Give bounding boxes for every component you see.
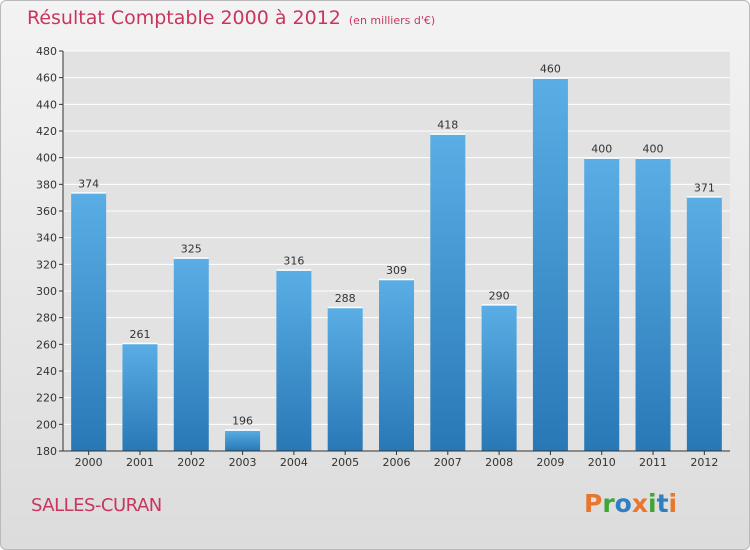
bar [532,77,568,452]
x-tick-label: 2005 [331,456,359,469]
x-tick-label: 2010 [588,456,616,469]
value-label: 460 [540,63,561,76]
bar [276,269,312,451]
bars [71,77,722,452]
x-tick-label: 2009 [536,456,564,469]
y-axis-labels: 180 200 220 240 260 280 300 320 340 360 380 400 420 4… [36,45,57,458]
y-tick-label: 400 [36,152,57,165]
chart-subtitle: (en milliers d'€) [348,14,436,27]
x-tick-label: 2011 [639,456,667,469]
bar [379,279,414,451]
logo-letter: i [668,489,678,518]
chart-title: Résultat Comptable 2000 à 2012 (en millie… [27,7,435,29]
bar [635,157,671,451]
y-tick-label: 180 [36,445,57,458]
value-label: 309 [386,264,407,277]
value-label: 325 [181,243,202,256]
bar [173,257,209,451]
x-tick-label: 2002 [177,456,205,469]
x-tick-label: 2001 [126,456,154,469]
y-tick-label: 300 [36,285,57,298]
bar [481,304,517,451]
x-tick-label: 2004 [280,456,308,469]
y-tick-label: 440 [36,98,57,111]
x-tick-label: 2007 [434,456,462,469]
value-labels: 374 261 325 196 316 288 309 418 290 460 400 400 371 [78,63,715,428]
y-tick-label: 320 [36,258,57,271]
y-tick-label: 280 [36,312,57,325]
value-label: 374 [78,177,99,190]
bar [584,157,620,451]
value-label: 371 [694,181,715,194]
x-tick-label: 2003 [229,456,257,469]
y-tick-label: 240 [36,365,57,378]
value-label: 196 [232,415,253,428]
value-label: 400 [591,143,612,156]
bar [430,133,466,451]
logo-letter: o [614,489,632,518]
logo-letter: x [631,489,648,518]
y-tick-label: 220 [36,392,57,405]
value-label: 288 [335,292,356,305]
y-tick-label: 380 [36,178,57,191]
proxiti-logo: Proxiti [584,489,677,518]
logo-letter: r [602,489,615,518]
value-label: 316 [283,255,304,268]
value-label: 418 [437,119,458,132]
y-tick-label: 340 [36,232,57,245]
x-tick-label: 2008 [485,456,513,469]
y-tick-label: 480 [36,45,57,58]
logo-letter: P [584,489,603,518]
x-tick-label: 2000 [75,456,103,469]
value-label: 400 [643,143,664,156]
bar [122,343,158,451]
x-tick-label: 2006 [383,456,411,469]
y-tick-label: 260 [36,338,57,351]
bar [71,192,107,452]
y-tick-label: 420 [36,125,57,138]
y-tick-label: 360 [36,205,57,218]
y-tick-label: 460 [36,72,57,85]
logo-letter: i [648,489,657,518]
x-axis-labels: 2000 2001 2002 2003 2004 2005 2006 2007 2008 2009… [75,451,718,469]
bar [686,196,722,451]
location-label: SALLES-CURAN [31,495,162,516]
bar [225,429,261,451]
y-tick-label: 200 [36,418,57,431]
chart-title-text: Résultat Comptable 2000 à 2012 [27,7,341,29]
logo-letter: t [656,489,669,518]
bar [327,307,363,451]
value-label: 261 [129,328,150,341]
x-tick-label: 2012 [690,456,718,469]
value-label: 290 [489,289,510,302]
